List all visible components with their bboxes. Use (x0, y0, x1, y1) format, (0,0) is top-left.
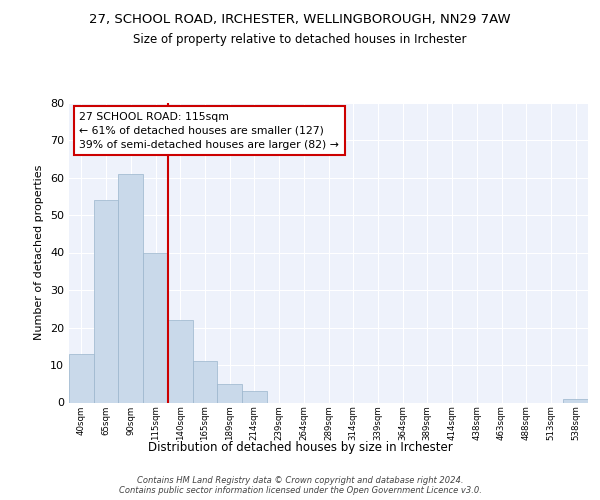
Text: Size of property relative to detached houses in Irchester: Size of property relative to detached ho… (133, 32, 467, 46)
Bar (69, 354, 94, 403)
Bar (118, 174, 143, 402)
Bar (168, 320, 193, 402)
Bar (94, 200, 118, 402)
Y-axis label: Number of detached properties: Number of detached properties (34, 165, 44, 340)
Text: Distribution of detached houses by size in Irchester: Distribution of detached houses by size … (148, 441, 452, 454)
Text: 27 SCHOOL ROAD: 115sqm
← 61% of detached houses are smaller (127)
39% of semi-de: 27 SCHOOL ROAD: 115sqm ← 61% of detached… (79, 112, 339, 150)
Bar (563, 399, 588, 402)
Text: Contains HM Land Registry data © Crown copyright and database right 2024.
Contai: Contains HM Land Registry data © Crown c… (119, 476, 481, 495)
Bar (193, 361, 217, 403)
Bar (217, 384, 242, 402)
Text: 27, SCHOOL ROAD, IRCHESTER, WELLINGBOROUGH, NN29 7AW: 27, SCHOOL ROAD, IRCHESTER, WELLINGBOROU… (89, 12, 511, 26)
Bar (143, 252, 168, 402)
Bar (242, 391, 267, 402)
